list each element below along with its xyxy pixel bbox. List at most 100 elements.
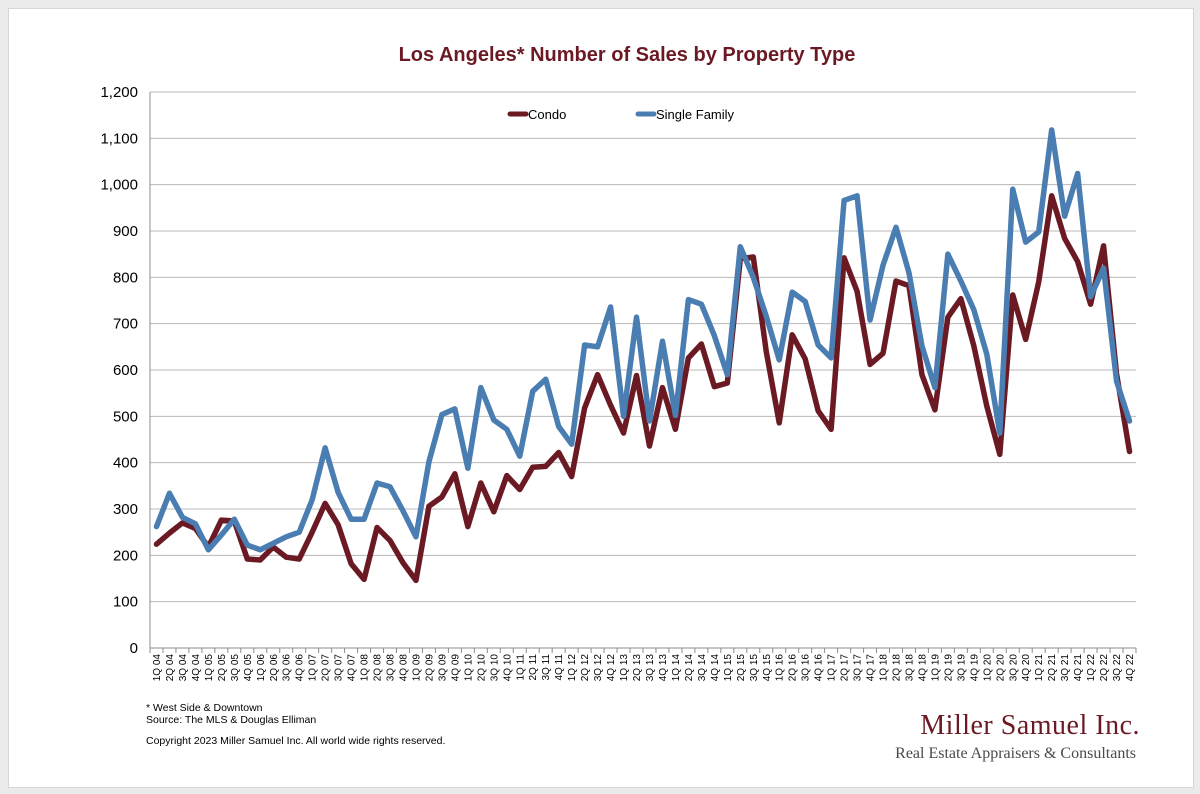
x-tick-label: 1Q 11 bbox=[515, 654, 526, 681]
x-tick-label: 2Q 12 bbox=[580, 654, 591, 682]
x-tick-label: 4Q 12 bbox=[606, 654, 617, 682]
x-tick-label: 4Q 05 bbox=[243, 654, 254, 682]
x-tick-label: 3Q 17 bbox=[853, 654, 864, 682]
x-tick-label: 3Q 11 bbox=[541, 654, 552, 681]
x-tick-label: 1Q 06 bbox=[256, 654, 267, 682]
x-tick-label: 1Q 17 bbox=[827, 654, 838, 682]
x-tick-label: 1Q 22 bbox=[1086, 654, 1097, 682]
x-tick-label: 3Q 05 bbox=[230, 654, 241, 682]
x-tick-label: 4Q 13 bbox=[658, 654, 669, 682]
x-tick-label: 2Q 18 bbox=[891, 654, 902, 682]
x-tick-label: 1Q 16 bbox=[775, 654, 786, 682]
x-tick-label: 1Q 04 bbox=[152, 654, 163, 682]
y-tick-label: 400 bbox=[113, 455, 138, 472]
x-tick-label: 4Q 21 bbox=[1073, 654, 1084, 682]
x-tick-label: 3Q 14 bbox=[697, 654, 708, 682]
x-tick-label: 4Q 20 bbox=[1021, 654, 1032, 682]
y-tick-label: 300 bbox=[113, 501, 138, 518]
x-tick-label: 3Q 10 bbox=[489, 654, 500, 682]
x-tick-label: 1Q 13 bbox=[619, 654, 630, 682]
y-tick-label: 200 bbox=[113, 547, 138, 564]
x-tick-label: 1Q 20 bbox=[982, 654, 993, 682]
x-tick-label: 2Q 21 bbox=[1047, 654, 1058, 682]
x-tick-label: 2Q 09 bbox=[424, 654, 435, 682]
x-tick-label: 1Q 08 bbox=[360, 654, 371, 682]
y-tick-label: 800 bbox=[113, 269, 138, 286]
brand-logo-name: Miller Samuel Inc. bbox=[920, 710, 1140, 741]
x-tick-label: 1Q 10 bbox=[463, 654, 474, 682]
x-tick-label: 4Q 18 bbox=[917, 654, 928, 682]
x-tick-label: 2Q 07 bbox=[321, 654, 332, 682]
x-tick-label: 1Q 12 bbox=[567, 654, 578, 682]
x-tick-label: 1Q 07 bbox=[308, 654, 319, 682]
x-tick-label: 1Q 14 bbox=[671, 654, 682, 682]
x-tick-label: 4Q 16 bbox=[814, 654, 825, 682]
x-tick-label: 3Q 22 bbox=[1112, 654, 1123, 682]
x-tick-label: 2Q 14 bbox=[684, 654, 695, 682]
x-tick-label: 1Q 21 bbox=[1034, 654, 1045, 682]
y-tick-label: 500 bbox=[113, 408, 138, 425]
footnote-copyright: Copyright 2023 Miller Samuel Inc. All wo… bbox=[146, 735, 446, 747]
x-tick-label: 2Q 08 bbox=[373, 654, 384, 682]
x-tick-label: 2Q 11 bbox=[528, 654, 539, 681]
x-tick-label: 1Q 19 bbox=[930, 654, 941, 682]
x-tick-label: 3Q 15 bbox=[749, 654, 760, 682]
y-tick-label: 900 bbox=[113, 223, 138, 240]
series-line-single-family bbox=[153, 127, 1133, 553]
footnote-source: Source: The MLS & Douglas Elliman bbox=[146, 714, 317, 726]
x-tick-label: 3Q 21 bbox=[1060, 654, 1071, 682]
x-tick-label: 2Q 05 bbox=[217, 654, 228, 682]
y-tick-label: 0 bbox=[130, 640, 138, 657]
x-tick-label: 4Q 10 bbox=[502, 654, 513, 682]
chart-title: Los Angeles* Number of Sales by Property… bbox=[398, 44, 856, 66]
brand-logo-tagline: Real Estate Appraisers & Consultants bbox=[895, 745, 1136, 762]
x-tick-label: 4Q 07 bbox=[347, 654, 358, 682]
x-tick-label: 4Q 19 bbox=[969, 654, 980, 682]
x-tick-label: 4Q 22 bbox=[1125, 654, 1136, 682]
x-tick-label: 1Q 15 bbox=[723, 654, 734, 682]
y-tick-label: 1,200 bbox=[100, 84, 138, 101]
legend-label-condo: Condo bbox=[528, 107, 566, 122]
x-tick-label: 3Q 13 bbox=[645, 654, 656, 682]
x-tick-label: 3Q 19 bbox=[956, 654, 967, 682]
x-tick-label: 3Q 04 bbox=[178, 654, 189, 682]
y-tick-label: 1,000 bbox=[100, 177, 138, 194]
y-tick-label: 1,100 bbox=[100, 130, 138, 147]
y-tick-label: 100 bbox=[113, 594, 138, 611]
x-tick-label: 4Q 06 bbox=[295, 654, 306, 682]
x-tick-label: 3Q 18 bbox=[904, 654, 915, 682]
x-tick-label: 1Q 09 bbox=[411, 654, 422, 682]
x-tick-label: 2Q 22 bbox=[1099, 654, 1110, 682]
x-tick-label: 3Q 08 bbox=[386, 654, 397, 682]
x-tick-label: 3Q 16 bbox=[801, 654, 812, 682]
footnote-region: * West Side & Downtown bbox=[146, 702, 263, 714]
x-tick-label: 3Q 06 bbox=[282, 654, 293, 682]
x-tick-label: 2Q 04 bbox=[165, 654, 176, 682]
y-tick-label: 700 bbox=[113, 316, 138, 333]
x-tick-label: 2Q 16 bbox=[788, 654, 799, 682]
x-tick-label: 3Q 07 bbox=[334, 654, 345, 682]
x-tick-label: 4Q 14 bbox=[710, 654, 721, 682]
x-tick-label: 2Q 17 bbox=[840, 654, 851, 682]
x-tick-label: 4Q 08 bbox=[398, 654, 409, 682]
series-line-condo bbox=[153, 193, 1133, 584]
x-tick-label: 2Q 20 bbox=[995, 654, 1006, 682]
y-tick-label: 600 bbox=[113, 362, 138, 379]
x-tick-label: 2Q 15 bbox=[736, 654, 747, 682]
x-tick-label: 4Q 15 bbox=[762, 654, 773, 682]
legend-label-single-family: Single Family bbox=[656, 107, 735, 122]
x-tick-label: 2Q 10 bbox=[476, 654, 487, 682]
x-tick-label: 2Q 06 bbox=[269, 654, 280, 682]
x-tick-label: 4Q 11 bbox=[554, 654, 565, 681]
x-tick-label: 4Q 17 bbox=[866, 654, 877, 682]
x-tick-label: 4Q 04 bbox=[191, 654, 202, 682]
x-tick-label: 4Q 09 bbox=[450, 654, 461, 682]
x-tick-label: 1Q 05 bbox=[204, 654, 215, 682]
x-tick-label: 2Q 19 bbox=[943, 654, 954, 682]
x-tick-label: 1Q 18 bbox=[879, 654, 890, 682]
x-tick-label: 3Q 12 bbox=[593, 654, 604, 682]
x-tick-label: 3Q 09 bbox=[437, 654, 448, 682]
x-tick-label: 2Q 13 bbox=[632, 654, 643, 682]
x-tick-label: 3Q 20 bbox=[1008, 654, 1019, 682]
